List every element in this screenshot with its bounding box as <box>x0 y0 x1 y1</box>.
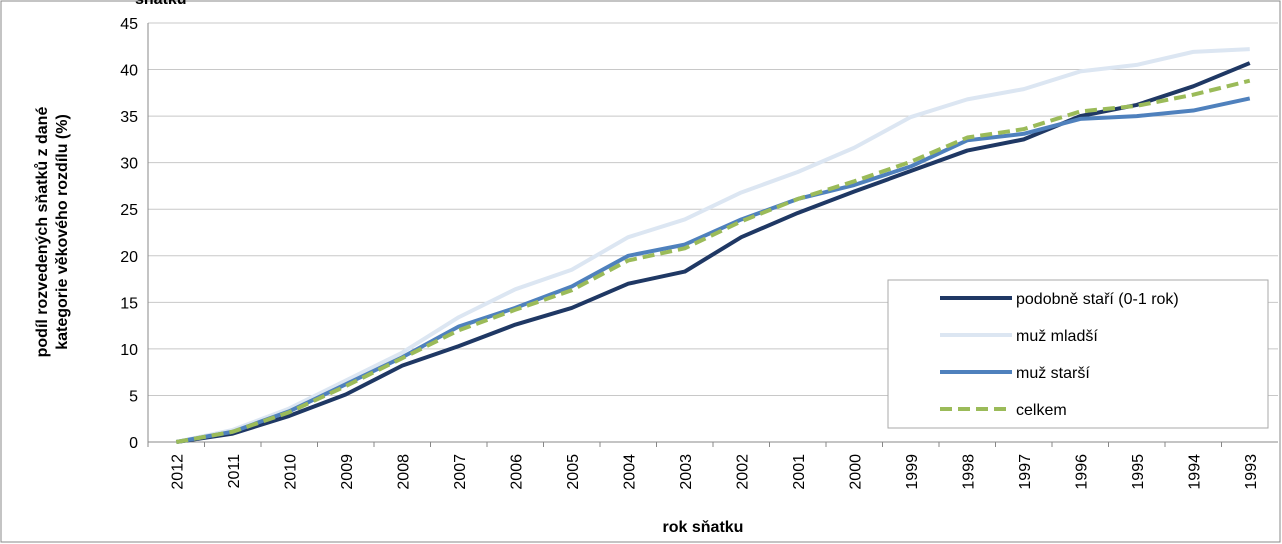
y-tick-label: 5 <box>129 388 138 405</box>
x-tick-label: 1996 <box>1073 454 1090 490</box>
y-tick-label: 45 <box>120 16 138 33</box>
y-tick-label: 20 <box>120 249 138 266</box>
x-tick-label: 2011 <box>226 454 243 489</box>
legend-box <box>887 279 1269 429</box>
x-tick-label: 2007 <box>452 454 469 490</box>
y-tick-label: 0 <box>129 435 138 452</box>
x-tick-label: 2004 <box>621 454 638 490</box>
series-line <box>175 78 1251 444</box>
x-tick-label: 2003 <box>678 454 695 490</box>
x-axis-title: rok sňatku <box>663 519 744 536</box>
x-tick-label: 2002 <box>734 454 751 490</box>
x-tick-label: 1994 <box>1186 454 1203 490</box>
chart-title: sňatku <box>135 0 187 8</box>
series-line <box>175 47 1250 444</box>
legend-label: podobně staří (0-1 rok) <box>1016 291 1179 308</box>
y-tick-label: 30 <box>120 156 138 173</box>
y-tick-label: 35 <box>120 109 138 126</box>
x-tick-label: 1993 <box>1243 454 1260 490</box>
y-axis-title: kategorie věkového rozdílu (%) <box>54 114 71 350</box>
x-tick-label: 1998 <box>960 454 977 490</box>
y-tick-label: 40 <box>120 63 138 80</box>
x-tick-label: 1995 <box>1130 454 1147 490</box>
x-tick-label: 2010 <box>282 454 299 490</box>
y-tick-label: 15 <box>120 295 138 312</box>
x-tick-label: 2012 <box>169 454 186 490</box>
x-tick-label: 2009 <box>339 454 356 490</box>
x-tick-label: 1999 <box>904 454 921 490</box>
x-tick-label: 2008 <box>395 454 412 490</box>
legend-label: muž mladší <box>1016 328 1098 345</box>
y-tick-label: 10 <box>120 342 138 359</box>
x-tick-label: 2000 <box>847 454 864 490</box>
y-axis-title: podíl rozvedených sňatků z dané <box>34 107 51 358</box>
legend-label: celkem <box>1016 402 1067 419</box>
legend-label: muž starší <box>1016 365 1090 382</box>
x-tick-label: 1997 <box>1017 454 1034 490</box>
x-tick-label: 2006 <box>508 454 525 490</box>
x-tick-label: 2005 <box>565 454 582 490</box>
y-tick-label: 25 <box>120 202 138 219</box>
x-tick-label: 2001 <box>791 454 808 490</box>
